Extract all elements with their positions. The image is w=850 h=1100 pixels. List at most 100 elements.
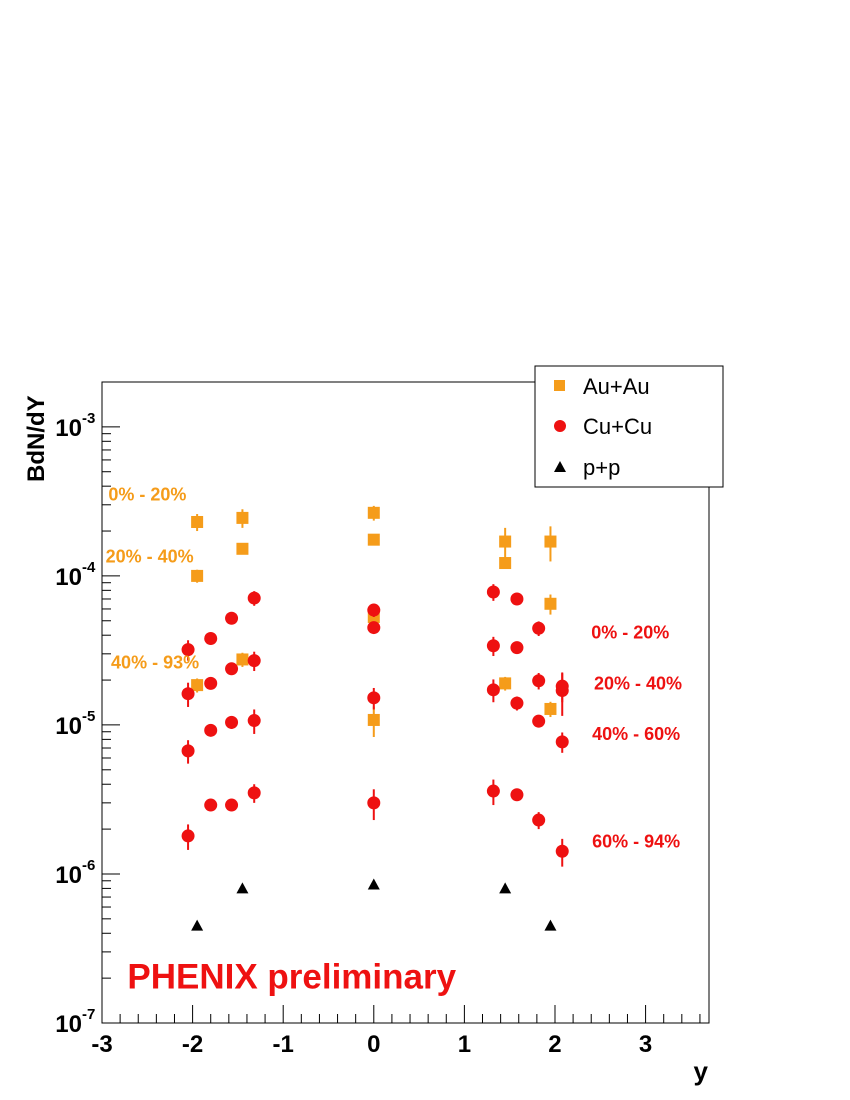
data-point-circle <box>247 591 261 605</box>
plot-frame <box>101 381 710 1024</box>
series-p-p <box>191 878 557 931</box>
centrality-annotations: 0% - 20% 20% - 40% 40% - 93% 0% - 20% 20% - … <box>106 485 682 852</box>
data-point-square <box>191 679 204 692</box>
plot-area: -3 -2 -1 0 1 2 3 10-710-610-510-410-3 0% - 20%… <box>55 381 710 1058</box>
y-tick-label-base: 10 <box>55 415 82 442</box>
legend-cucu-marker <box>554 420 566 432</box>
data-point-square <box>499 677 512 690</box>
data-point-triangle <box>544 919 557 931</box>
x-tick-label: -1 <box>273 1031 294 1058</box>
x-axis-ticks <box>101 1005 701 1023</box>
data-series <box>181 505 569 931</box>
data-point-circle <box>532 674 546 688</box>
data-point-circle <box>225 715 239 729</box>
x-tick-label: 3 <box>639 1031 652 1058</box>
data-point-square <box>236 542 249 555</box>
data-point-circle <box>181 643 195 657</box>
x-tick-label: -2 <box>182 1031 203 1058</box>
data-point-circle <box>225 662 239 676</box>
data-point-circle <box>367 796 381 810</box>
data-point-square <box>367 713 380 726</box>
data-point-triangle <box>236 882 249 894</box>
y-tick-label-exponent: -3 <box>82 410 95 427</box>
data-point-circle <box>247 714 261 728</box>
data-point-circle <box>204 632 218 646</box>
legend-auau-label: Au+Au <box>583 374 650 399</box>
series-cu-cu <box>181 584 569 867</box>
x-axis-tick-labels: -3 -2 -1 0 1 2 3 <box>91 1031 652 1058</box>
cucu-centrality-label: 60% - 94% <box>592 832 680 852</box>
data-point-circle <box>247 654 261 668</box>
data-point-circle <box>204 676 218 690</box>
auau-centrality-label: 40% - 93% <box>111 652 199 672</box>
data-point-circle <box>555 679 569 693</box>
y-axis-title: BdN/dY <box>23 395 50 482</box>
data-point-circle <box>555 844 569 858</box>
data-point-circle <box>486 639 500 653</box>
y-tick-label-exponent: -5 <box>82 708 95 725</box>
data-point-square <box>544 597 557 610</box>
phenix-preliminary-label: PHENIX preliminary <box>127 958 456 997</box>
cucu-centrality-label: 40% - 60% <box>592 724 680 744</box>
y-axis-tick-labels: 10-710-610-510-410-3 <box>55 410 96 1038</box>
legend-pp-label: p+p <box>583 455 620 480</box>
x-tick-label: 2 <box>548 1031 561 1058</box>
cucu-centrality-label: 0% - 20% <box>591 623 669 643</box>
data-point-circle <box>532 813 546 827</box>
data-point-circle <box>532 714 546 728</box>
legend-auau-marker <box>554 380 565 391</box>
legend-pp-marker <box>554 461 566 472</box>
data-point-circle <box>181 687 195 701</box>
data-point-circle <box>510 788 524 802</box>
data-point-circle <box>510 592 524 606</box>
data-point-square <box>236 511 249 524</box>
data-point-circle <box>181 829 195 843</box>
data-point-square <box>236 653 249 666</box>
data-point-circle <box>247 786 261 800</box>
data-point-circle <box>181 744 195 758</box>
y-tick-label-base: 10 <box>55 862 82 889</box>
data-point-circle <box>367 691 381 705</box>
legend: Au+Au Cu+Cu p+p <box>534 365 724 488</box>
data-point-square <box>544 535 557 548</box>
data-point-circle <box>225 611 239 625</box>
y-axis-ticks <box>102 381 120 1024</box>
x-tick-label: 0 <box>367 1031 380 1058</box>
y-tick-label-exponent: -7 <box>82 1006 95 1023</box>
data-point-circle <box>555 735 569 749</box>
data-point-circle <box>486 784 500 798</box>
data-point-circle <box>486 683 500 697</box>
data-point-circle <box>204 723 218 737</box>
data-point-square <box>499 535 512 548</box>
x-tick-label: -3 <box>91 1031 112 1058</box>
y-tick-label-exponent: -4 <box>82 559 96 576</box>
y-tick-label-base: 10 <box>55 713 82 740</box>
data-point-circle <box>532 621 546 635</box>
data-point-triangle <box>367 878 380 890</box>
data-point-square <box>367 533 380 546</box>
x-axis-title: y <box>694 1056 709 1086</box>
x-tick-label: 1 <box>458 1031 471 1058</box>
data-point-circle <box>486 585 500 599</box>
data-point-triangle <box>191 919 204 931</box>
data-point-square <box>544 702 557 715</box>
legend-box <box>534 365 724 488</box>
data-point-square <box>191 569 204 582</box>
data-point-triangle <box>499 882 512 894</box>
data-point-circle <box>367 621 381 635</box>
data-point-circle <box>510 641 524 655</box>
data-point-circle <box>204 798 218 812</box>
y-tick-label-exponent: -6 <box>82 857 95 874</box>
y-tick-label-base: 10 <box>55 1011 82 1038</box>
legend-cucu-label: Cu+Cu <box>583 414 652 439</box>
data-point-square <box>499 557 512 570</box>
data-point-square <box>191 515 204 528</box>
cucu-centrality-label: 20% - 40% <box>594 673 682 693</box>
data-point-square <box>367 506 380 519</box>
data-point-circle <box>367 603 381 617</box>
auau-centrality-label: 20% - 40% <box>106 546 194 566</box>
data-point-circle <box>510 696 524 710</box>
data-point-circle <box>225 798 239 812</box>
auau-centrality-label: 0% - 20% <box>108 485 186 505</box>
